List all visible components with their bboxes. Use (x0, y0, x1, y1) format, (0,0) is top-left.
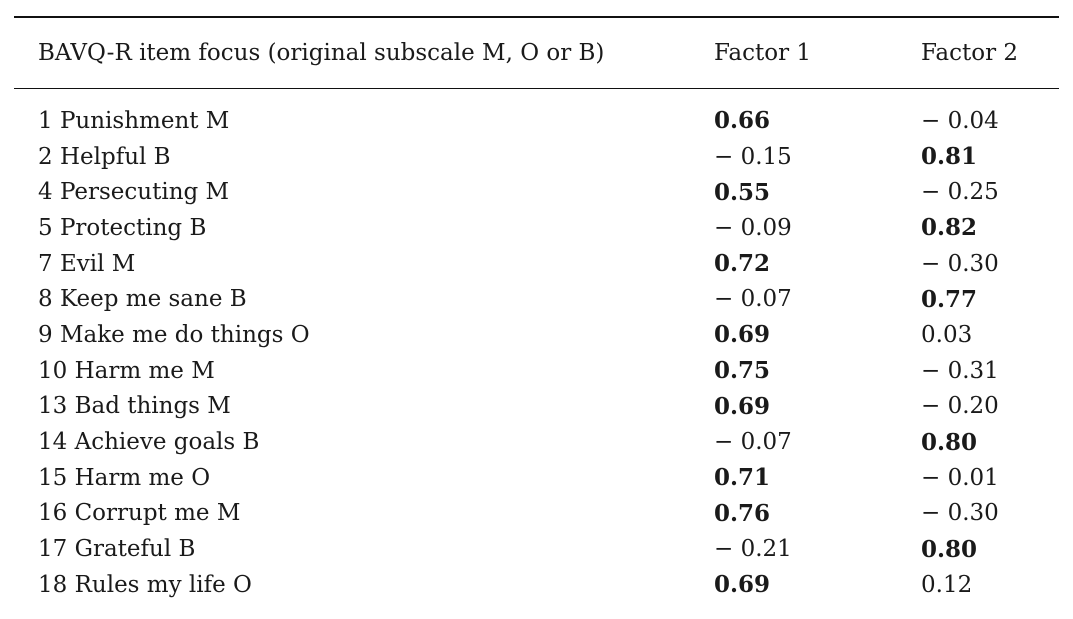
factor-1-value: 0.72 (714, 250, 771, 278)
header-factor-2: Factor 2 (921, 40, 1019, 66)
factor-2-value: 0.77 (921, 285, 978, 313)
factor-1-value: 0.66 (714, 107, 771, 135)
factor-2-value: − 0.01 (921, 464, 999, 491)
table-header-row: BAVQ-R item focus (original subscale M, … (14, 18, 1059, 88)
factor-2-value: 0.80 (921, 428, 978, 456)
table-row: 9 Make me do things O 0.69 0.03 (14, 317, 1059, 353)
factor-2-value: 0.80 (921, 535, 978, 563)
table-row: 4 Persecuting M 0.55 − 0.25 (14, 174, 1059, 210)
item-label: 18 Rules my life O (38, 571, 252, 598)
factor-2-value: 0.12 (921, 571, 973, 598)
table-row: 8 Keep me sane B − 0.07 0.77 (14, 281, 1059, 317)
item-label: 17 Grateful B (38, 536, 196, 563)
factor-2-value: − 0.30 (921, 500, 999, 527)
factor-1-value: 0.69 (714, 321, 771, 349)
item-label: 4 Persecuting M (38, 179, 230, 206)
factor-2-value: 0.81 (921, 143, 978, 171)
table-row: 2 Helpful B − 0.15 0.81 (14, 139, 1059, 175)
factor-2-value: − 0.04 (921, 107, 999, 134)
factor-1-value: 0.55 (714, 178, 771, 206)
table-row: 5 Protecting B − 0.09 0.82 (14, 210, 1059, 246)
header-item-focus: BAVQ-R item focus (original subscale M, … (38, 40, 605, 66)
table-row: 10 Harm me M 0.75 − 0.31 (14, 353, 1059, 389)
factor-1-value: 0.71 (714, 464, 771, 492)
factor-2-value: − 0.20 (921, 393, 999, 420)
item-label: 13 Bad things M (38, 393, 231, 420)
factor-1-value: 0.75 (714, 357, 771, 385)
item-label: 9 Make me do things O (38, 321, 310, 348)
factor-1-value: − 0.15 (714, 143, 792, 170)
factor-2-value: 0.82 (921, 214, 978, 242)
factor-1-value: 0.69 (714, 571, 771, 599)
factor-loadings-table: BAVQ-R item focus (original subscale M, … (14, 18, 1059, 88)
factor-1-value: 0.76 (714, 499, 771, 527)
factor-1-value: − 0.09 (714, 214, 792, 241)
factor-2-value: − 0.31 (921, 357, 999, 384)
item-label: 10 Harm me M (38, 357, 215, 384)
item-label: 2 Helpful B (38, 143, 171, 170)
table-row: 16 Corrupt me M 0.76 − 0.30 (14, 496, 1059, 532)
item-label: 15 Harm me O (38, 464, 211, 491)
factor-loadings-body: 1 Punishment M 0.66 − 0.04 2 Helpful B − 0.1… (14, 89, 1059, 603)
table-row: 13 Bad things M 0.69 − 0.20 (14, 389, 1059, 425)
factor-2-value: − 0.30 (921, 250, 999, 277)
table-row: 17 Grateful B − 0.21 0.80 (14, 531, 1059, 567)
factor-1-value: − 0.21 (714, 536, 792, 563)
factor-1-value: − 0.07 (714, 429, 792, 456)
factor-loadings-table-container: BAVQ-R item focus (original subscale M, … (14, 16, 1059, 603)
table-row: 14 Achieve goals B − 0.07 0.80 (14, 424, 1059, 460)
table-row: 15 Harm me O 0.71 − 0.01 (14, 460, 1059, 496)
item-label: 16 Corrupt me M (38, 500, 241, 527)
item-label: 1 Punishment M (38, 107, 230, 134)
factor-2-value: − 0.25 (921, 179, 999, 206)
factor-1-value: − 0.07 (714, 286, 792, 313)
item-label: 8 Keep me sane B (38, 286, 247, 313)
factor-2-value: 0.03 (921, 321, 973, 348)
table-header-rule (14, 88, 1059, 89)
table-row: 1 Punishment M 0.66 − 0.04 (14, 103, 1059, 139)
item-label: 14 Achieve goals B (38, 429, 260, 456)
item-label: 5 Protecting B (38, 214, 207, 241)
factor-1-value: 0.69 (714, 392, 771, 420)
table-row: 7 Evil M 0.72 − 0.30 (14, 246, 1059, 282)
table-row: 18 Rules my life O 0.69 0.12 (14, 567, 1059, 603)
header-factor-1: Factor 1 (714, 40, 812, 66)
table-top-rule (14, 16, 1059, 18)
item-label: 7 Evil M (38, 250, 136, 277)
